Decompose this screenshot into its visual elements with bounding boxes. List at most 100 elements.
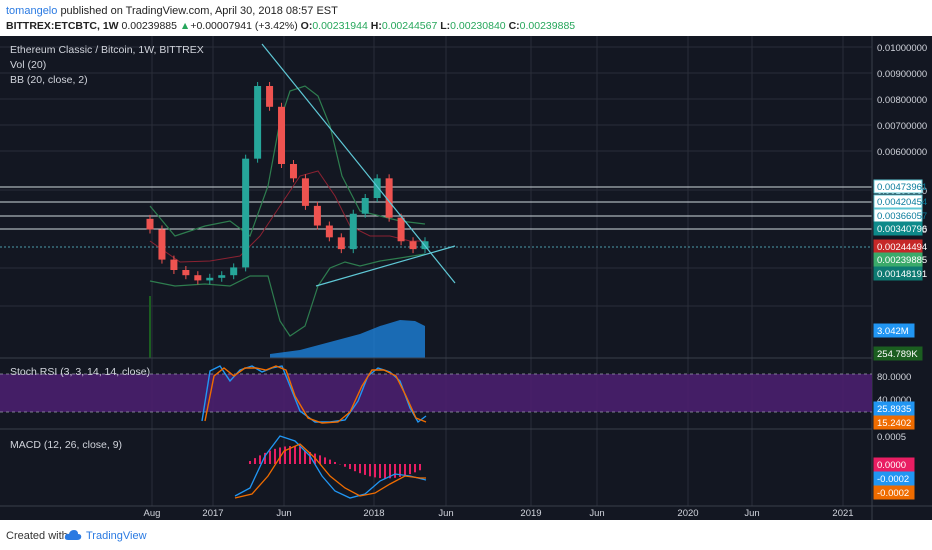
candle-body-6 xyxy=(218,275,226,278)
price-tag-text-3: 0.00340796 xyxy=(877,224,927,235)
candle-body-12 xyxy=(289,164,297,179)
chart-title[interactable]: Ethereum Classic / Bitcoin, 1W, BITTREX xyxy=(10,44,204,56)
candle-body-10 xyxy=(266,86,274,107)
price-axis-label-2: 0.00800000 xyxy=(877,95,927,106)
descending-trendline xyxy=(261,43,456,284)
stoch-tag-text-1: 15.2402 xyxy=(877,418,911,429)
candle-body-20 xyxy=(385,178,393,218)
candle-body-8 xyxy=(242,158,250,268)
price-tag-5: 0.00239885 xyxy=(873,252,927,267)
stoch-tag-1: 15.2402 xyxy=(873,415,915,430)
footer: Created with TradingView xyxy=(0,520,932,550)
stoch-legend[interactable]: Stoch RSI (3, 3, 14, 14, close) xyxy=(10,366,150,378)
ascending-trendline xyxy=(315,245,456,287)
price-tag-bg-6 xyxy=(873,266,923,281)
macd-axis-label-0: 0.0005 xyxy=(877,432,906,443)
candle-body-0 xyxy=(146,218,154,230)
price-tag-0: 0.00473961 xyxy=(873,179,927,194)
candle-body-18 xyxy=(361,198,369,214)
candles xyxy=(146,82,429,285)
candle-body-3 xyxy=(182,270,190,276)
price-axis-label-3: 0.00700000 xyxy=(877,121,927,132)
candle-body-4 xyxy=(194,275,202,281)
candle-body-16 xyxy=(337,237,345,250)
low-value: 0.00230840 xyxy=(450,20,506,32)
candle-body-7 xyxy=(230,267,238,276)
time-axis[interactable]: Aug 2017 Jun 2018 Jun 2019 Jun 2020 Jun 2021 xyxy=(144,508,854,519)
candle-body-2 xyxy=(170,259,178,270)
macd-signal-line xyxy=(234,443,426,499)
volume-area-shape xyxy=(270,320,425,358)
stoch-tag-bg-0 xyxy=(873,401,915,416)
candle-body-17 xyxy=(349,213,357,250)
stoch-axis-label-0: 80.0000 xyxy=(877,372,911,383)
symbol-label: BITTREX:ETCBTC, 1W xyxy=(6,20,119,32)
chart-background xyxy=(0,36,932,520)
tradingview-link[interactable]: TradingView xyxy=(86,530,147,542)
price-tag-2: 0.00366057 xyxy=(873,208,927,223)
price-tags: 0.00473961 0.00420454 0.00366057 0.00340796… xyxy=(873,179,927,500)
last-price: 0.00239885 xyxy=(121,20,177,32)
volume-tag-bg-1 xyxy=(873,346,923,361)
macd-tag-1: -0.0002 xyxy=(873,471,915,486)
chart-canvas[interactable]: Ethereum Classic / Bitcoin, 1W, BITTREX … xyxy=(0,36,932,520)
stoch-tag-bg-1 xyxy=(873,415,915,430)
stoch-tag-text-0: 25.8935 xyxy=(877,404,911,415)
stoch-d-line xyxy=(204,365,427,424)
price-tag-bg-3 xyxy=(873,221,923,236)
price-change: +0.00007941 (+3.42%) xyxy=(190,20,298,32)
candle-body-13 xyxy=(301,178,309,206)
close-label: C: xyxy=(508,20,520,32)
time-axis-label-0: Aug xyxy=(144,508,161,519)
macd-legend[interactable]: MACD (12, 26, close, 9) xyxy=(10,439,122,451)
macd-tag-bg-0 xyxy=(873,457,915,472)
up-arrow-icon: ▲ xyxy=(179,20,191,32)
published-text: published on TradingView.com, April 30, … xyxy=(60,5,338,17)
volume-tag-1: 254.789K xyxy=(873,346,923,361)
macd-tag-text-1: -0.0002 xyxy=(877,474,909,485)
time-axis-label-5: 2019 xyxy=(520,508,541,519)
volume-tag-text-0: 3.042M xyxy=(877,326,909,337)
open-label: O: xyxy=(300,20,313,32)
price-tag-bg-1 xyxy=(873,194,923,209)
candle-body-19 xyxy=(373,178,381,198)
price-tag-1: 0.00420454 xyxy=(873,194,927,209)
stoch-tag-0: 25.8935 xyxy=(873,401,915,416)
price-tag-text-5: 0.00239885 xyxy=(877,255,927,266)
candle-body-11 xyxy=(278,106,286,164)
candle-body-14 xyxy=(313,205,321,226)
candle-body-21 xyxy=(397,217,405,242)
price-axis-label-1: 0.00900000 xyxy=(877,69,927,80)
time-axis-label-4: Jun xyxy=(438,508,453,519)
price-axis-label-4: 0.00600000 xyxy=(877,147,927,158)
time-axis-label-8: Jun xyxy=(744,508,759,519)
volume-tag-0: 3.042M xyxy=(873,323,915,338)
time-axis-label-9: 2021 xyxy=(832,508,853,519)
price-tag-text-1: 0.00420454 xyxy=(877,197,927,208)
macd-tag-text-0: 0.0000 xyxy=(877,460,906,471)
bb-basis xyxy=(149,170,425,263)
macd-tag-0: 0.0000 xyxy=(873,457,915,472)
candle-body-5 xyxy=(206,277,214,281)
price-tag-4: 0.00244494 xyxy=(873,239,927,254)
volume-area xyxy=(149,296,425,358)
chart-header: tomangelo published on TradingView.com, … xyxy=(0,0,932,36)
low-label: L: xyxy=(440,20,451,32)
trend-lines[interactable] xyxy=(261,43,456,287)
candle-body-15 xyxy=(325,225,333,238)
macd-tag-2: -0.0002 xyxy=(873,485,915,500)
volume-legend[interactable]: Vol (20) xyxy=(10,59,46,71)
price-tag-bg-5 xyxy=(873,252,923,267)
bb-legend[interactable]: BB (20, close, 2) xyxy=(10,74,88,86)
time-axis-label-7: 2020 xyxy=(677,508,698,519)
close-value: 0.00239885 xyxy=(519,20,576,32)
price-tag-text-2: 0.00366057 xyxy=(877,211,927,222)
volume-tag-text-1: 254.789K xyxy=(877,349,918,360)
macd-line xyxy=(234,435,427,499)
candle-body-9 xyxy=(254,86,262,159)
stoch-band-fill xyxy=(0,374,872,412)
author-link[interactable]: tomangelo xyxy=(6,5,58,17)
price-axis-label-0: 0.01000000 xyxy=(877,43,927,54)
high-value: 0.00244567 xyxy=(381,20,438,32)
horizontal-levels xyxy=(0,186,872,248)
